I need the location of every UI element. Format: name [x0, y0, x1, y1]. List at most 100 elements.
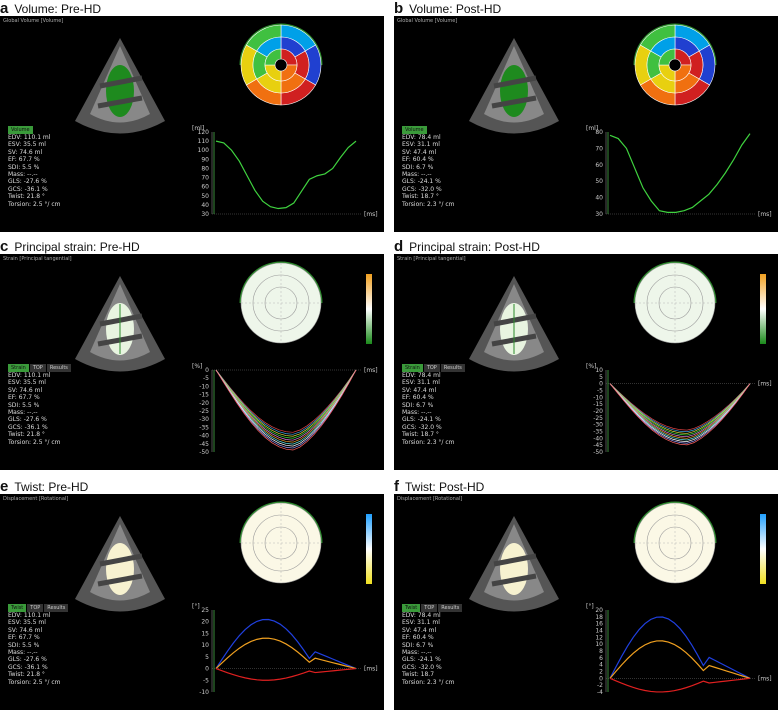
tab-twist[interactable]: Twist [402, 604, 421, 612]
tab-top[interactable]: TOP [29, 364, 46, 372]
measurement-value: SV: 74.6 ml [8, 386, 43, 394]
y-tick-label: -25 [593, 415, 603, 422]
tab-results[interactable]: Results [46, 364, 71, 372]
measurement-value: Torsion: 2.3 °/ cm [402, 438, 455, 446]
measurement-value: SDI: 6.7 % [402, 163, 434, 171]
measurement-value: EF: 67.7 % [8, 634, 40, 642]
measurement-value: SV: 74.6 ml [8, 626, 43, 634]
y-tick-label: -5 [203, 677, 209, 684]
panel-d: d Principal strain: Post-HD Strain [Princi… [394, 238, 778, 470]
tab-strain[interactable]: Strain [8, 364, 29, 372]
measurement-value: SDI: 5.5 % [8, 641, 40, 649]
bullseye-plot [239, 261, 323, 344]
lv-cavity-mesh [106, 65, 134, 117]
color-scale-bar [366, 274, 372, 344]
measurement-value: EF: 67.7 % [8, 394, 40, 402]
tab-volume[interactable]: Volume [402, 126, 427, 134]
twist-curve [215, 637, 357, 670]
slice-plane [493, 313, 537, 327]
measurement-list: EDV: 110.1 ml ESV: 35.5 ml SV: 74.6 ml EF: … [8, 372, 61, 446]
tab-twist[interactable]: Twist [8, 604, 27, 612]
y-tick-label: -25 [199, 408, 209, 415]
y-tick-label: 10 [201, 642, 209, 649]
echo-viewer: Strain [Principal tangential] Strain TOP Re… [0, 254, 384, 470]
tab-volume[interactable]: Volume [8, 126, 33, 134]
panel-header: d Principal strain: Post-HD [394, 238, 540, 255]
bullseye-plot [633, 23, 717, 106]
measurement-value: ESV: 35.5 ml [8, 619, 46, 627]
measurement-value: Torsion: 2.3 °/ cm [402, 200, 455, 208]
slice-plane [491, 573, 537, 587]
measurement-list: EDV: 78.4 ml ESV: 31.1 ml SV: 47.4 ml EF: 6… [402, 134, 455, 208]
y-tick-label: 40 [201, 202, 209, 209]
panel-header: b Volume: Post-HD [394, 0, 502, 17]
mode-tabs: Volume [8, 126, 33, 134]
measurement-value: Mass: --.-- [402, 171, 432, 179]
y-tick-label: -10 [199, 689, 209, 696]
3d-lv-rendering [469, 516, 559, 612]
tab-top[interactable]: TOP [423, 364, 440, 372]
strain-segment-curve [215, 369, 357, 447]
y-tick-label: 14 [595, 628, 603, 635]
bullseye-segment [658, 48, 676, 66]
measurement-list: EDV: 78.4 ml ESV: 31.1 ml SV: 47.4 ml EF: 6… [402, 612, 455, 686]
slice-plane [97, 573, 143, 587]
measurement-value: GLS: -24.1 % [402, 178, 441, 186]
panel-f: f Twist: Post-HD Displacement [Rotational]… [394, 478, 778, 710]
tab-results[interactable]: Results [440, 364, 465, 372]
measurement-value: EDV: 110.1 ml [8, 134, 51, 141]
y-tick-label: 30 [595, 211, 603, 218]
3d-lv-rendering [75, 516, 165, 612]
tab-top[interactable]: TOP [27, 604, 44, 612]
panel-title: Principal strain: Post-HD [409, 240, 540, 254]
measurement-value: GLS: -27.6 % [8, 416, 47, 424]
y-tick-label: 60 [595, 162, 603, 169]
y-tick-label: 16 [595, 621, 603, 628]
x-unit-label: [ms] [758, 381, 772, 388]
measurement-value: Mass: --.-- [8, 409, 38, 417]
y-tick-label: 110 [198, 138, 210, 145]
panel-title: Twist: Post-HD [405, 480, 485, 494]
measurement-value: Torsion: 2.5 °/ cm [8, 200, 61, 208]
color-scale-bar [760, 514, 766, 584]
y-tick-label: -50 [593, 449, 603, 456]
measurement-value: Twist: 18.7 ° [402, 193, 439, 201]
panel-letter: c [0, 238, 9, 255]
y-tick-label: -40 [593, 435, 603, 442]
x-unit-label: [ms] [758, 211, 772, 218]
tab-results[interactable]: Results [438, 604, 463, 612]
y-tick-label: 50 [201, 193, 209, 200]
x-unit-label: [ms] [758, 675, 772, 682]
tab-strain[interactable]: Strain [402, 364, 423, 372]
measurement-value: GCS: -36.1 % [8, 423, 48, 431]
measurement-value: SDI: 5.5 % [8, 163, 40, 171]
panel-title: Twist: Pre-HD [14, 480, 89, 494]
strain-segment-curve [215, 369, 357, 449]
strain-segment-curve [215, 369, 357, 439]
tab-results[interactable]: Results [44, 604, 69, 612]
slice-plane [491, 95, 537, 109]
slice-plane [493, 75, 537, 89]
tab-top[interactable]: TOP [421, 604, 438, 612]
echo-viewer: Global Volume [Volume] Volume EDV: 78.4 ml… [394, 16, 778, 232]
measurement-value: Mass: --.-- [402, 409, 432, 417]
y-tick-label: 20 [201, 619, 209, 626]
measurement-value: ESV: 31.1 ml [402, 141, 440, 149]
strain-segment-curve [215, 369, 357, 443]
y-tick-label: 50 [595, 178, 603, 185]
mode-tabs: Twist TOP Results [402, 604, 463, 612]
slice-plane [97, 95, 143, 109]
lv-cavity-mesh [106, 543, 134, 595]
measurement-value: GCS: -36.1 % [8, 663, 48, 671]
y-tick-label: -40 [199, 433, 209, 440]
y-tick-label: -45 [593, 442, 603, 449]
measurement-value: SV: 47.4 ml [402, 148, 437, 156]
y-tick-label: -35 [593, 429, 603, 436]
measurement-value: Torsion: 2.5 °/ cm [8, 438, 61, 446]
strain-segment-curve [215, 369, 357, 445]
y-tick-label: 0 [205, 367, 209, 374]
panel-title: Volume: Post-HD [409, 2, 502, 16]
apical-rotation-curve [215, 618, 357, 670]
panel-header: a Volume: Pre-HD [0, 0, 101, 17]
y-unit-label: [°] [192, 603, 200, 610]
